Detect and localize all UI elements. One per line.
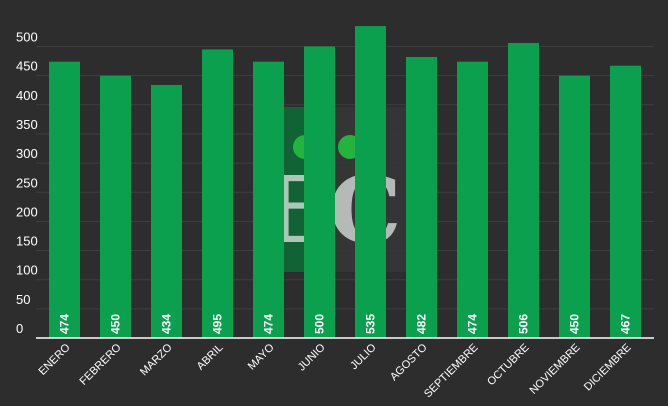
- y-tick-label: 250: [16, 175, 38, 190]
- data-label: 506: [517, 314, 531, 334]
- y-tick-label: 150: [16, 234, 38, 249]
- data-label: 495: [211, 314, 225, 334]
- y-tick-label: 100: [16, 263, 38, 278]
- y-tick-label: 200: [16, 204, 38, 219]
- data-labels: 474 450 434 495 474 500 535 482 474 506 450 467: [58, 314, 633, 334]
- x-tick-label: JULIO: [348, 341, 379, 372]
- data-label: 500: [313, 314, 327, 334]
- data-label: 474: [466, 314, 480, 334]
- data-label: 474: [262, 314, 276, 334]
- y-axis-tick-labels: 0 50 100 150 200 250 300 350 400 450 500: [16, 30, 38, 337]
- bar-abril: [202, 49, 233, 338]
- y-tick-label: 450: [16, 59, 38, 74]
- bar-octubre: [508, 43, 539, 338]
- bar-junio: [304, 46, 335, 338]
- x-tick-label: ENERO: [36, 341, 72, 377]
- x-tick-label: SEPTIEMBRE: [422, 342, 481, 401]
- x-tick-label: NOVIEMBRE: [527, 342, 582, 397]
- y-tick-label: 400: [16, 88, 38, 103]
- bar-noviembre: [559, 75, 590, 339]
- y-tick-label: 300: [16, 146, 38, 161]
- x-tick-label: JUNIO: [296, 341, 328, 373]
- data-label: 467: [619, 314, 633, 334]
- y-tick-label: 0: [16, 321, 23, 336]
- data-label: 450: [109, 314, 123, 334]
- bar-septiembre: [457, 61, 488, 339]
- bar-diciembre: [610, 65, 641, 338]
- bar-julio: [355, 26, 386, 338]
- x-tick-label: DICIEMBRE: [582, 342, 634, 394]
- data-label: 450: [568, 314, 582, 334]
- bar-enero: [49, 61, 80, 339]
- x-tick-label: MARZO: [138, 341, 175, 378]
- bar-marzo: [151, 84, 182, 338]
- data-label: 434: [160, 314, 174, 334]
- y-tick-label: 500: [16, 30, 38, 45]
- x-axis-tick-labels: ENERO FEBRERO MARZO ABRIL MAYO JUNIO JULIO AGOS…: [36, 341, 633, 400]
- data-label: 482: [415, 314, 429, 334]
- x-tick-label: FEBRERO: [78, 341, 124, 387]
- bar-febrero: [100, 75, 131, 339]
- x-tick-label: ABRIL: [195, 342, 226, 373]
- x-tick-label: MAYO: [246, 341, 277, 372]
- data-label: 474: [58, 314, 72, 334]
- bars: [49, 26, 641, 339]
- x-tick-label: AGOSTO: [388, 341, 430, 383]
- y-tick-label: 50: [16, 292, 30, 307]
- bar-agosto: [406, 56, 437, 339]
- bar-mayo: [253, 61, 284, 339]
- data-label: 535: [364, 314, 378, 334]
- x-tick-label: OCTUBRE: [485, 342, 532, 389]
- y-tick-label: 350: [16, 117, 38, 132]
